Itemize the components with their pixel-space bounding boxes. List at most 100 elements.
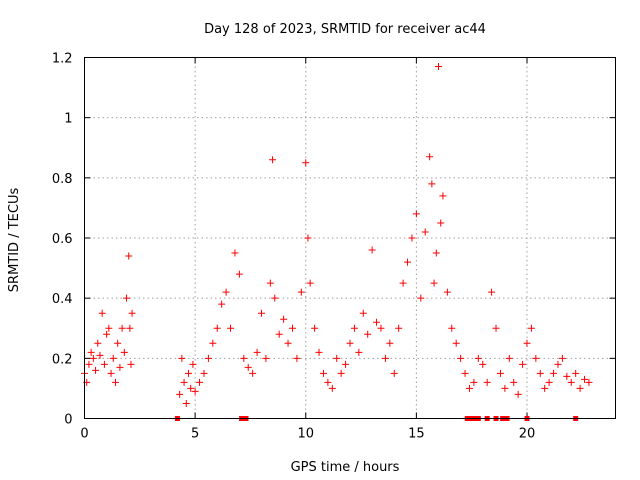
data-point — [408, 234, 416, 242]
data-point — [92, 366, 100, 374]
data-point — [523, 339, 531, 347]
y-tick-label: 1 — [64, 112, 72, 127]
data-point — [377, 324, 385, 332]
x-tick-label: 20 — [519, 427, 536, 442]
data-point — [118, 324, 126, 332]
data-point — [496, 369, 504, 377]
data-point — [514, 390, 522, 398]
data-point — [204, 354, 212, 362]
data-point — [98, 309, 106, 317]
data-point — [126, 324, 134, 332]
y-tick-label: 0.2 — [52, 352, 73, 367]
data-point — [120, 348, 128, 356]
chart-title: Day 128 of 2023, SRMTID for receiver ac4… — [204, 22, 486, 37]
data-point — [227, 324, 235, 332]
data-point — [96, 351, 104, 359]
data-point — [563, 372, 571, 380]
data-point — [271, 294, 279, 302]
y-axis-label: SRMTID / TECUs — [7, 188, 22, 293]
data-point — [412, 210, 420, 218]
data-point — [111, 378, 119, 386]
data-point — [125, 252, 133, 260]
data-point — [479, 360, 487, 368]
plot-frame — [84, 57, 616, 419]
x-tick-label: 5 — [191, 427, 199, 442]
data-point — [306, 279, 314, 287]
data-point — [284, 339, 292, 347]
x-tick-label: 15 — [408, 427, 425, 442]
data-point — [483, 378, 491, 386]
data-point — [395, 324, 403, 332]
data-point — [404, 258, 412, 266]
data-point — [213, 324, 221, 332]
data-point — [231, 249, 239, 257]
data-point — [127, 360, 135, 368]
data-point — [399, 279, 407, 287]
data-point — [180, 378, 188, 386]
data-point — [293, 354, 301, 362]
data-point — [585, 378, 593, 386]
data-point — [492, 324, 500, 332]
data-point — [311, 324, 319, 332]
data-point — [253, 348, 261, 356]
data-point — [465, 384, 473, 392]
y-tick-label: 0.4 — [52, 292, 73, 307]
data-point — [302, 159, 310, 167]
data-point — [196, 378, 204, 386]
data-point — [116, 363, 124, 371]
data-point — [470, 378, 478, 386]
x-tick-label: 10 — [297, 427, 314, 442]
data-point — [200, 369, 208, 377]
data-point — [297, 288, 305, 296]
data-point — [209, 339, 217, 347]
data-point — [355, 348, 363, 356]
y-tick-label: 1.2 — [52, 52, 73, 67]
data-point — [461, 369, 469, 377]
data-point — [275, 330, 283, 338]
data-point — [373, 318, 381, 326]
data-point — [87, 348, 95, 356]
x-tick-labels: 0 5 10 15 20 — [80, 427, 535, 442]
data-point — [333, 354, 341, 362]
data-point — [85, 360, 93, 368]
data-point — [222, 288, 230, 296]
data-point — [550, 369, 558, 377]
data-point — [572, 369, 580, 377]
data-point — [218, 300, 226, 308]
data-point — [567, 378, 575, 386]
data-point — [89, 354, 97, 362]
data-point — [452, 339, 460, 347]
data-point — [280, 315, 288, 323]
data-point — [288, 324, 296, 332]
data-point — [364, 330, 372, 338]
y-tick-labels: 0 0.2 0.4 0.6 0.8 1 1.2 — [52, 52, 73, 428]
data-point — [176, 390, 184, 398]
data-point — [545, 378, 553, 386]
data-point — [342, 360, 350, 368]
data-point — [359, 309, 367, 317]
data-point — [258, 309, 265, 317]
data-point — [191, 387, 199, 395]
data-point — [510, 378, 518, 386]
data-point — [558, 354, 566, 362]
x-tick-label: 0 — [80, 427, 88, 442]
data-point — [187, 384, 195, 392]
data-point — [94, 339, 102, 347]
data-point — [437, 219, 445, 227]
data-point — [319, 369, 327, 377]
data-point — [107, 369, 115, 377]
data-point — [109, 354, 117, 362]
data-point — [426, 153, 434, 161]
data-point — [448, 324, 456, 332]
data-point — [350, 324, 358, 332]
data-point — [337, 369, 345, 377]
data-point — [103, 330, 111, 338]
data-point — [435, 63, 442, 71]
data-point — [123, 294, 131, 302]
data-point — [304, 234, 312, 242]
data-point — [417, 294, 425, 302]
data-point — [457, 354, 465, 362]
data-point — [346, 339, 354, 347]
